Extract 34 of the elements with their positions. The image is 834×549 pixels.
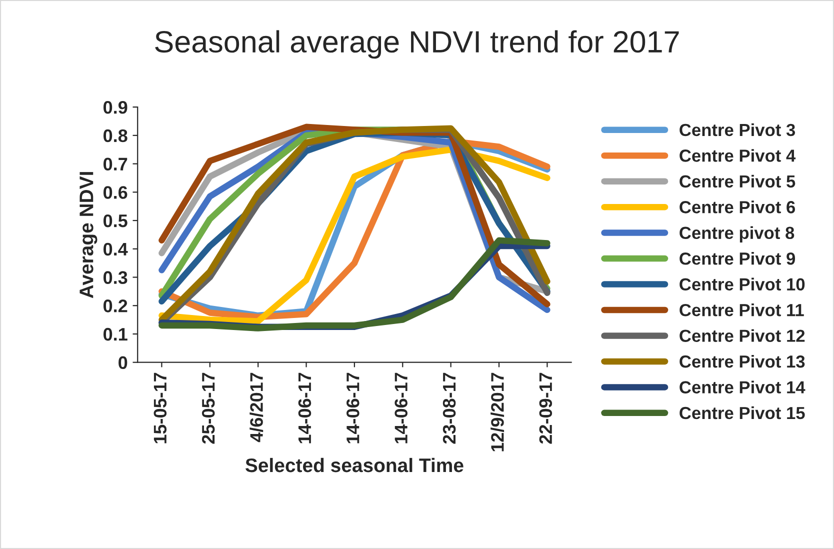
x-tick-label: 25-05-17 bbox=[202, 372, 215, 444]
x-axis-title: Selected seasonal Time bbox=[245, 458, 464, 472]
chart-title: Seasonal average NDVI trend for 2017 bbox=[155, 30, 679, 59]
y-tick-label: 0.6 bbox=[104, 186, 128, 199]
x-tick-label: 4/6/2017 bbox=[250, 372, 264, 442]
legend-label: Centre Pivot 5 bbox=[680, 174, 796, 188]
y-axis-title: Average NDVI bbox=[80, 172, 98, 298]
x-tick-label: 22-09-17 bbox=[539, 372, 552, 444]
y-tick-label: 0.1 bbox=[104, 328, 128, 341]
x-tick-label: 14-06-17 bbox=[346, 372, 360, 444]
x-tick-label: 12/9/2017 bbox=[490, 372, 504, 452]
y-tick-label: 0.3 bbox=[104, 271, 128, 284]
legend-label: Centre Pivot 11 bbox=[680, 303, 804, 316]
x-tick-label: 14-06-17 bbox=[394, 372, 408, 444]
legend-label: Centre Pivot 6 bbox=[680, 200, 796, 214]
x-tick-label: 15-05-17 bbox=[154, 372, 167, 444]
y-tick-label: 0.2 bbox=[104, 300, 128, 312]
y-tick-label: 0 bbox=[118, 356, 128, 370]
y-tick-label: 0.8 bbox=[104, 129, 128, 142]
y-tick-label: 0.7 bbox=[104, 158, 128, 171]
legend-label: Centre Pivot 14 bbox=[680, 380, 806, 394]
y-tick-label: 0.9 bbox=[104, 100, 128, 114]
x-tick-label: 23-08-17 bbox=[442, 372, 456, 444]
legend-label: Centre Pivot 4 bbox=[680, 149, 796, 162]
legend-label: Centre Pivot 13 bbox=[680, 354, 805, 368]
legend-label: Centre Pivot 15 bbox=[680, 406, 805, 420]
legend-label: Centre Pivot 9 bbox=[680, 252, 796, 265]
legend-label: Centre Pivot 12 bbox=[680, 329, 805, 342]
legend-label: Centre pivot 8 bbox=[680, 226, 794, 242]
y-tick-label: 0.5 bbox=[104, 214, 128, 228]
x-tick-label: 14-06-17 bbox=[298, 372, 312, 444]
legend-label: Centre Pivot 10 bbox=[680, 278, 805, 291]
y-tick-label: 0.4 bbox=[104, 242, 128, 256]
legend-label: Centre Pivot 3 bbox=[680, 123, 796, 136]
